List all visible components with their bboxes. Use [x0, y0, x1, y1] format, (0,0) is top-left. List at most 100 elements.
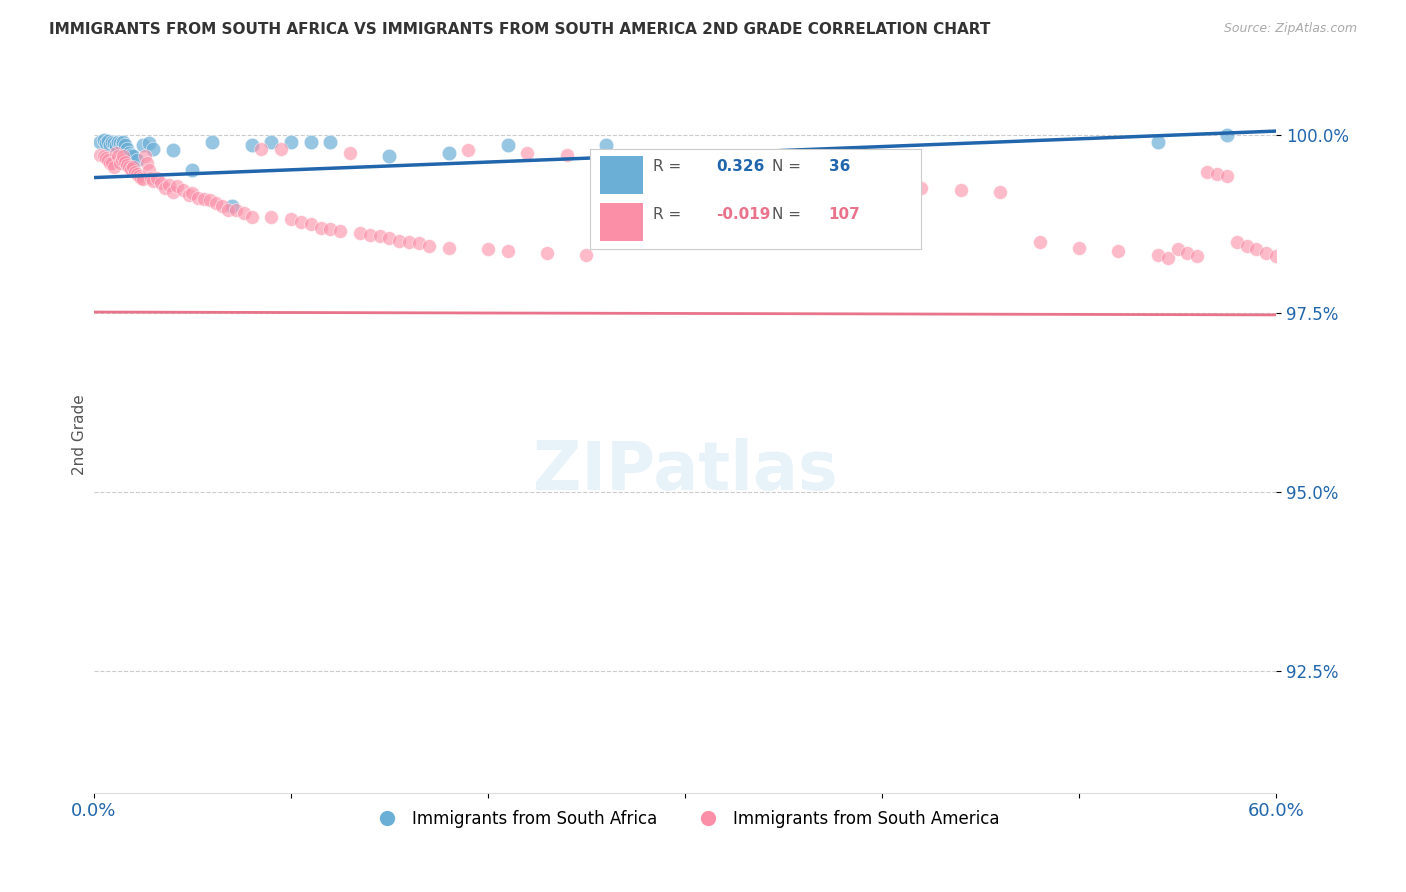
- Point: [104, 138, 127, 153]
- Point: [1256, 245, 1278, 260]
- Point: [232, 206, 254, 220]
- Point: [831, 176, 853, 190]
- Point: [100, 156, 122, 170]
- Point: [107, 149, 129, 163]
- Point: [94, 136, 117, 151]
- Point: [146, 170, 169, 185]
- Point: [1236, 238, 1258, 252]
- Point: [128, 169, 150, 183]
- Point: [1157, 251, 1180, 265]
- Point: [1147, 248, 1170, 262]
- Point: [260, 210, 283, 224]
- Point: [713, 165, 735, 179]
- Point: [132, 172, 155, 186]
- Point: [457, 144, 479, 158]
- Text: IMMIGRANTS FROM SOUTH AFRICA VS IMMIGRANTS FROM SOUTH AMERICA 2ND GRADE CORRELAT: IMMIGRANTS FROM SOUTH AFRICA VS IMMIGRAN…: [49, 22, 991, 37]
- Point: [437, 241, 460, 255]
- Point: [166, 179, 188, 194]
- Point: [217, 202, 239, 217]
- Point: [319, 135, 342, 149]
- Point: [398, 235, 420, 249]
- Point: [1177, 245, 1199, 260]
- Legend: Immigrants from South Africa, Immigrants from South America: Immigrants from South Africa, Immigrants…: [364, 803, 1005, 834]
- Point: [250, 142, 273, 156]
- Point: [142, 174, 165, 188]
- Point: [122, 160, 145, 174]
- Point: [1216, 169, 1239, 183]
- Point: [910, 181, 932, 195]
- Point: [309, 220, 332, 235]
- Point: [329, 224, 352, 238]
- Point: [138, 136, 160, 151]
- Point: [157, 178, 180, 192]
- Point: [198, 194, 221, 208]
- Point: [693, 161, 716, 176]
- Point: [162, 144, 184, 158]
- Point: [193, 192, 215, 206]
- Point: [654, 158, 676, 172]
- Point: [108, 156, 131, 170]
- Point: [555, 147, 578, 161]
- Point: [1067, 241, 1090, 255]
- Point: [162, 185, 184, 199]
- Point: [811, 174, 834, 188]
- Point: [118, 145, 141, 160]
- Point: [575, 248, 598, 262]
- Point: [132, 138, 155, 153]
- Point: [129, 170, 152, 185]
- Point: [114, 138, 136, 153]
- Point: [120, 161, 142, 176]
- Point: [112, 135, 135, 149]
- Point: [221, 199, 243, 213]
- Point: [98, 138, 121, 153]
- Point: [408, 236, 430, 251]
- Point: [1147, 135, 1170, 149]
- Point: [205, 195, 228, 210]
- Point: [1285, 256, 1308, 270]
- Point: [98, 156, 121, 170]
- Point: [93, 149, 115, 163]
- Point: [290, 215, 312, 229]
- Point: [103, 136, 125, 151]
- Point: [1028, 235, 1050, 249]
- Point: [93, 133, 115, 147]
- Point: [949, 184, 972, 198]
- Point: [139, 170, 162, 185]
- Point: [124, 165, 146, 179]
- Text: ZIPatlas: ZIPatlas: [533, 438, 838, 504]
- Point: [368, 229, 391, 244]
- Point: [201, 135, 224, 149]
- Point: [181, 163, 204, 178]
- Point: [516, 145, 538, 160]
- Point: [280, 212, 302, 227]
- Point: [851, 178, 873, 192]
- Point: [339, 145, 361, 160]
- Point: [1206, 167, 1229, 181]
- Point: [733, 167, 755, 181]
- Point: [108, 136, 131, 151]
- Point: [792, 172, 814, 186]
- Point: [378, 149, 401, 163]
- Point: [89, 135, 111, 149]
- Point: [496, 244, 519, 258]
- Point: [1216, 128, 1239, 142]
- Point: [673, 160, 696, 174]
- Point: [134, 149, 156, 163]
- Point: [270, 142, 292, 156]
- Point: [122, 149, 145, 163]
- Point: [388, 234, 411, 248]
- Point: [418, 238, 440, 252]
- Point: [110, 153, 132, 167]
- Point: [181, 186, 204, 201]
- Point: [211, 199, 233, 213]
- Point: [437, 145, 460, 160]
- Point: [634, 154, 657, 169]
- Point: [1108, 244, 1130, 258]
- Point: [118, 160, 141, 174]
- Point: [260, 135, 283, 149]
- Point: [117, 142, 139, 156]
- Point: [127, 167, 149, 181]
- Point: [142, 142, 165, 156]
- Point: [772, 170, 794, 185]
- Text: Source: ZipAtlas.com: Source: ZipAtlas.com: [1223, 22, 1357, 36]
